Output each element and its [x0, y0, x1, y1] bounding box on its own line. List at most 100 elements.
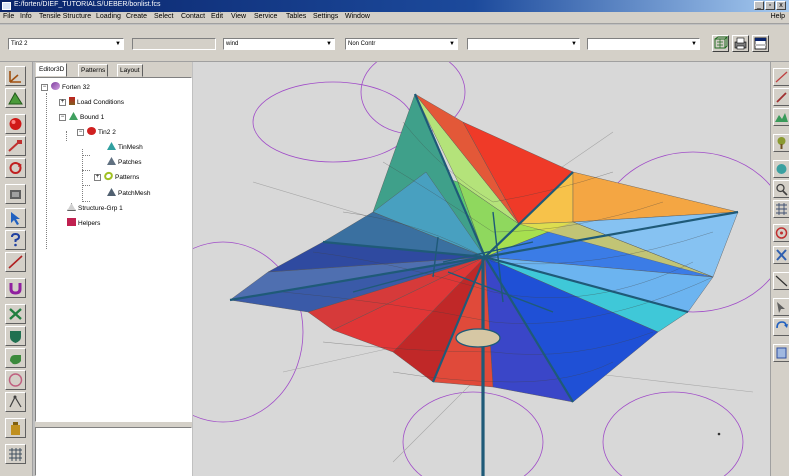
circle-button[interactable]: [5, 370, 26, 390]
tree-node-patches[interactable]: Patches: [107, 157, 142, 168]
tree-node-structure-grp[interactable]: Structure-Grp 1: [67, 203, 123, 214]
tree-node-label: Bound 1: [80, 114, 105, 121]
membrane-model[interactable]: [193, 62, 770, 476]
tab-patterns[interactable]: Patterns: [78, 64, 109, 77]
menu-select[interactable]: Select: [154, 13, 174, 20]
zoom-button[interactable]: [773, 180, 789, 198]
window-icon: [754, 37, 767, 50]
sphere-button[interactable]: [5, 114, 26, 134]
patches-icon: [107, 157, 116, 165]
view-3d-button[interactable]: [712, 35, 729, 52]
magnet-button[interactable]: [5, 278, 26, 298]
line-icon: [775, 275, 788, 287]
expand-icon[interactable]: +: [94, 174, 101, 181]
menu-loading[interactable]: Loading: [96, 13, 121, 20]
globe-button[interactable]: [773, 160, 789, 178]
loadcase-select[interactable]: wind ▼: [223, 38, 335, 50]
node-button[interactable]: [5, 392, 26, 412]
help-button[interactable]: [5, 230, 26, 250]
select-button[interactable]: [5, 136, 26, 156]
menu-edit[interactable]: Edit: [211, 13, 224, 20]
menu-contact[interactable]: Contact: [181, 13, 206, 20]
tab-editor3d[interactable]: Editor3D: [36, 63, 68, 77]
line-tool-button[interactable]: [773, 272, 789, 290]
menu-tensile-structure[interactable]: Tensile Structure: [39, 13, 92, 20]
triangle-button[interactable]: [5, 88, 26, 108]
3d-viewport[interactable]: [193, 62, 770, 476]
tab-layout[interactable]: Layout: [117, 64, 143, 77]
axes-button[interactable]: [5, 66, 26, 86]
patterns-icon: [102, 170, 115, 182]
shield-button[interactable]: [5, 326, 26, 346]
tree-node-patchmesh[interactable]: PatchMesh: [107, 188, 151, 199]
mesh-button[interactable]: [773, 200, 789, 218]
cursor-dot: [717, 432, 721, 436]
cross-red-button[interactable]: [773, 246, 789, 264]
cross-button[interactable]: [5, 304, 26, 324]
move-button[interactable]: [5, 184, 26, 204]
minimize-button[interactable]: _: [754, 1, 764, 10]
menu-file[interactable]: File: [3, 13, 15, 20]
tree-node-helpers[interactable]: Helpers: [67, 218, 100, 229]
tree-node-root[interactable]: − Forten 32: [41, 82, 90, 93]
pointer-tool-button[interactable]: [773, 298, 789, 316]
menu-view[interactable]: View: [231, 13, 247, 20]
tree-node-label: Helpers: [78, 220, 101, 227]
target-button[interactable]: [773, 224, 789, 242]
view-button[interactable]: [773, 68, 789, 86]
window-button[interactable]: [752, 35, 769, 52]
tree-node-patterns[interactable]: + Patterns: [94, 170, 140, 183]
menu-tables[interactable]: Tables: [286, 13, 307, 20]
rotate-button[interactable]: [5, 158, 26, 178]
tree-node-load-conditions[interactable]: + Load Conditions: [59, 97, 124, 108]
pointer-button[interactable]: [5, 208, 26, 228]
node-icon: [9, 395, 22, 408]
bottle-button[interactable]: [5, 418, 26, 438]
terrain-icon: [775, 113, 788, 122]
collapse-icon[interactable]: −: [59, 114, 66, 121]
contour-select[interactable]: Non Contr ▼: [345, 38, 458, 50]
globe-icon: [776, 164, 787, 174]
tree-node-tinmesh[interactable]: TinMesh: [107, 142, 143, 153]
option-select-a[interactable]: ▼: [467, 38, 580, 50]
menu-window[interactable]: Window: [345, 13, 370, 20]
pen-button[interactable]: [773, 88, 789, 106]
option-select-b[interactable]: ▼: [587, 38, 700, 50]
collapse-icon[interactable]: −: [41, 84, 48, 91]
select-tool-button[interactable]: [773, 344, 789, 362]
hand-button[interactable]: [5, 348, 26, 368]
collapse-icon[interactable]: −: [77, 129, 84, 136]
tree-node-label: TinMesh: [118, 144, 143, 151]
menu-create[interactable]: Create: [126, 13, 148, 20]
circle-icon: [8, 373, 23, 387]
secondary-select[interactable]: [132, 38, 216, 50]
target-icon: [775, 227, 788, 239]
rotate-tool-button[interactable]: [773, 318, 789, 336]
app-icon: [2, 2, 11, 10]
expand-icon[interactable]: +: [59, 99, 66, 106]
structure-select-value: Tin2 2: [11, 41, 28, 47]
line-button[interactable]: [5, 252, 26, 272]
grid-button[interactable]: [5, 444, 26, 464]
window-title: E:/forten/DIEF_TUTORIALS/UEBER/bonlist.f…: [14, 1, 161, 8]
view-icon: [775, 71, 788, 83]
print-button[interactable]: [732, 35, 749, 52]
patchmesh-icon: [107, 188, 116, 196]
print-icon: [734, 37, 747, 50]
close-button[interactable]: x: [776, 1, 786, 10]
chevron-down-icon: ▼: [571, 41, 577, 47]
structure-select[interactable]: Tin2 2 ▼: [8, 38, 124, 50]
terrain-button[interactable]: [773, 108, 789, 126]
tree-node-label: Patterns: [115, 174, 140, 181]
menu-settings[interactable]: Settings: [313, 13, 339, 20]
menu-service[interactable]: Service: [254, 13, 278, 20]
title-bar: E:/forten/DIEF_TUTORIALS/UEBER/bonlist.f…: [0, 0, 789, 12]
menu-help[interactable]: Help: [770, 13, 785, 20]
tree-button[interactable]: [773, 134, 789, 152]
select-icon: [776, 347, 787, 359]
tree-node-label: Tin2 2: [98, 129, 116, 136]
menu-info[interactable]: Info: [20, 13, 32, 20]
tree-node-bound[interactable]: − Bound 1: [59, 112, 104, 123]
tree-node-tin[interactable]: − Tin2 2: [77, 127, 116, 138]
maximize-button[interactable]: ▫: [765, 1, 775, 10]
